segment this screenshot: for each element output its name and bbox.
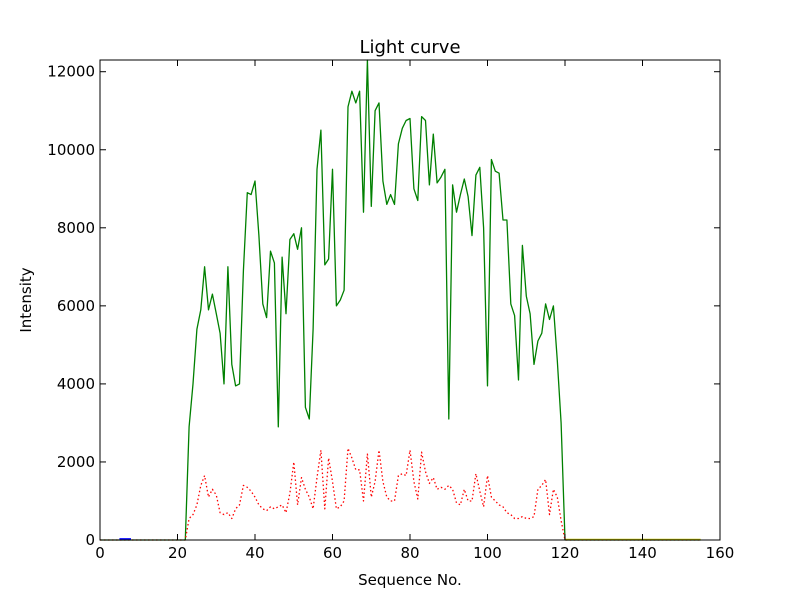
- y-tick-label: 8000: [57, 219, 95, 237]
- y-tick-label: 12000: [47, 63, 95, 81]
- x-tick-label: 140: [628, 544, 657, 562]
- y-tick-label: 4000: [57, 375, 95, 393]
- x-tick-label: 160: [706, 544, 735, 562]
- x-tick-label: 20: [168, 544, 187, 562]
- x-tick-label: 120: [551, 544, 580, 562]
- x-tick-label: 40: [245, 544, 264, 562]
- x-axis-label: Sequence No.: [358, 571, 462, 589]
- y-axis-label: Intensity: [17, 267, 35, 332]
- x-tick-label: 60: [323, 544, 342, 562]
- y-tick-label: 6000: [57, 297, 95, 315]
- series-layer: [100, 59, 701, 541]
- y-tick-label: 10000: [47, 141, 95, 159]
- chart-title: Light curve: [359, 37, 460, 58]
- series-line-1: [100, 59, 701, 541]
- y-tick-label: 0: [85, 531, 95, 549]
- x-tick-label: 0: [95, 544, 105, 562]
- x-tick-label: 100: [473, 544, 502, 562]
- y-tick-label: 2000: [57, 453, 95, 471]
- ticks-layer: 0 20 40 60 80 100 120 140 160 0 2000 4000 6000 8000 10…: [47, 60, 734, 562]
- x-tick-label: 80: [400, 544, 419, 562]
